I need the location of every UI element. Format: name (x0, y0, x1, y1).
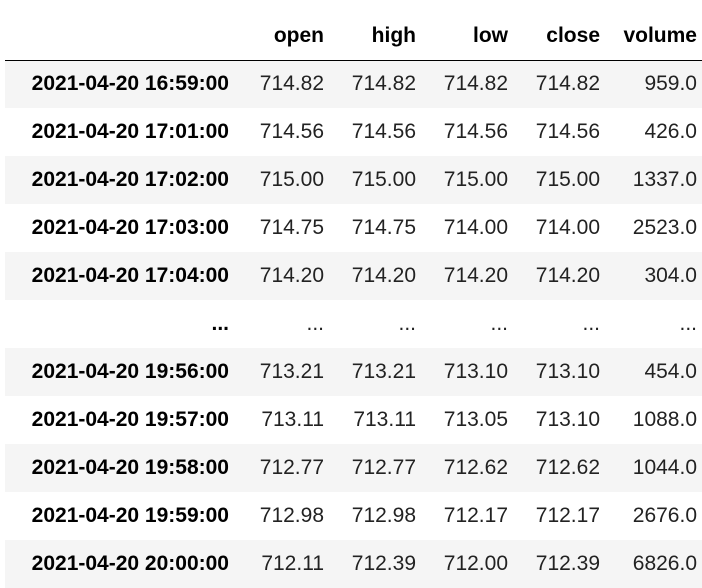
cell-low: 714.20 (443, 264, 508, 287)
cell-low: 715.00 (443, 168, 508, 191)
cell-high: 715.00 (351, 168, 416, 191)
cell-close: 714.56 (535, 120, 600, 143)
row-index-label: 2021-04-20 19:59:00 (31, 504, 229, 527)
table-row: 2021-04-20 19:58:00 712.77 712.77 712.62 712… (5, 444, 702, 492)
cell-high: 713.11 (353, 408, 416, 431)
cell-low: 712.62 (443, 456, 508, 479)
table-row: 2021-04-20 20:00:00 712.11 712.39 712.00 712… (5, 540, 702, 588)
cell-close: 714.00 (535, 216, 600, 239)
cell-close: 712.39 (535, 552, 600, 575)
index-header (5, 12, 241, 60)
cell-volume: 2676.0 (632, 504, 697, 527)
row-index-label: 2021-04-20 19:57:00 (31, 408, 229, 431)
cell-high: 712.39 (351, 552, 416, 575)
table-row: 2021-04-20 17:01:00 714.56 714.56 714.56 714… (5, 108, 702, 156)
cell-low: 713.05 (443, 408, 508, 431)
cell-open: 712.77 (259, 456, 324, 479)
cell-close: 713.10 (535, 408, 600, 431)
cell-low: 714.56 (443, 120, 508, 143)
cell-volume: 6826.0 (632, 552, 697, 575)
cell-open: 713.21 (259, 360, 324, 383)
table-row: 2021-04-20 17:02:00 715.00 715.00 715.00 715… (5, 156, 702, 204)
cell-open: 715.00 (259, 168, 324, 191)
row-index-label: 2021-04-20 17:03:00 (31, 216, 229, 239)
cell-high: ... (398, 312, 416, 335)
column-header-low: low (473, 23, 508, 47)
row-index-label: 2021-04-20 17:02:00 (31, 168, 229, 191)
cell-close: 715.00 (535, 168, 600, 191)
cell-low: 714.00 (443, 216, 508, 239)
cell-volume: 2523.0 (632, 216, 697, 239)
table-row: 2021-04-20 17:04:00 714.20 714.20 714.20 714… (5, 252, 702, 300)
cell-close: ... (582, 312, 600, 335)
table-row: 2021-04-20 17:03:00 714.75 714.75 714.00 714… (5, 204, 702, 252)
table-row: 2021-04-20 19:56:00 713.21 713.21 713.10 713… (5, 348, 702, 396)
cell-open: 713.11 (261, 408, 324, 431)
table-row: 2021-04-20 16:59:00 714.82 714.82 714.82 714… (5, 60, 702, 108)
cell-open: 714.82 (259, 72, 324, 96)
cell-open: 714.20 (259, 264, 324, 287)
cell-high: 714.56 (351, 120, 416, 143)
cell-high: 714.20 (351, 264, 416, 287)
cell-close: 714.82 (535, 72, 600, 96)
cell-volume: 454.0 (644, 360, 697, 383)
row-index-label: ... (211, 312, 229, 335)
cell-volume: 1337.0 (632, 168, 697, 191)
row-index-label: 2021-04-20 17:04:00 (31, 264, 229, 287)
cell-high: 712.98 (351, 504, 416, 527)
column-header-open: open (273, 23, 324, 47)
cell-open: ... (306, 312, 324, 335)
table-row: 2021-04-20 19:57:00 713.11 713.11 713.05 713… (5, 396, 702, 444)
row-index-label: 2021-04-20 17:01:00 (31, 120, 229, 143)
row-index-label: 2021-04-20 20:00:00 (31, 552, 229, 575)
column-header-close: close (546, 23, 600, 47)
cell-low: 713.10 (443, 360, 508, 383)
cell-low: ... (490, 312, 508, 335)
cell-low: 712.17 (443, 504, 508, 527)
row-index-label: 2021-04-20 19:58:00 (31, 456, 229, 479)
cell-volume: 426.0 (644, 120, 697, 143)
cell-close: 713.10 (535, 360, 600, 383)
table-body: 2021-04-20 16:59:00 714.82 714.82 714.82 714… (5, 60, 702, 588)
cell-volume: ... (679, 312, 697, 335)
cell-open: 712.98 (259, 504, 324, 527)
cell-volume: 304.0 (644, 264, 697, 287)
table-row: .................. (5, 300, 702, 348)
row-index-label: 2021-04-20 16:59:00 (31, 72, 229, 96)
column-header-volume: volume (623, 23, 697, 47)
cell-high: 713.21 (351, 360, 416, 383)
cell-high: 714.82 (351, 72, 416, 96)
dataframe-table: open high low close volume 2021-04-20 16… (5, 12, 702, 588)
cell-open: 714.56 (259, 120, 324, 143)
table-row: 2021-04-20 19:59:00 712.98 712.98 712.17 712… (5, 492, 702, 540)
cell-low: 714.82 (443, 72, 508, 96)
cell-open: 712.11 (261, 552, 324, 575)
cell-high: 712.77 (351, 456, 416, 479)
cell-volume: 1044.0 (632, 456, 697, 479)
cell-volume: 959.0 (644, 72, 697, 96)
cell-close: 712.17 (535, 504, 600, 527)
row-index-label: 2021-04-20 19:56:00 (31, 360, 229, 383)
column-header-high: high (371, 23, 416, 47)
cell-close: 712.62 (535, 456, 600, 479)
cell-open: 714.75 (259, 216, 324, 239)
cell-volume: 1088.0 (632, 408, 697, 431)
cell-close: 714.20 (535, 264, 600, 287)
header-row: open high low close volume (5, 12, 702, 60)
cell-high: 714.75 (351, 216, 416, 239)
cell-low: 712.00 (443, 552, 508, 575)
